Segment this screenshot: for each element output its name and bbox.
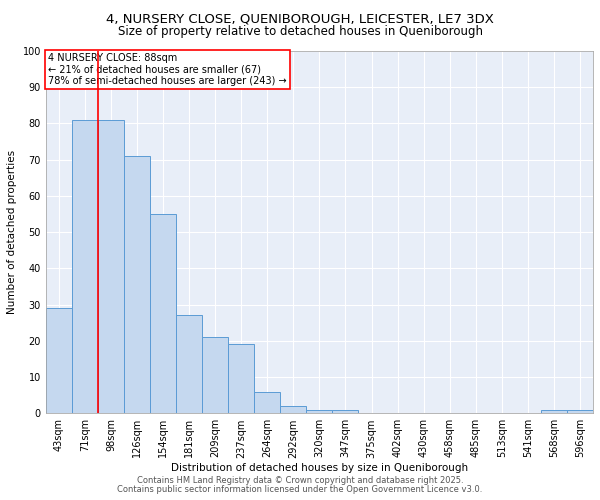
Bar [176,316,202,414]
Text: Size of property relative to detached houses in Queniborough: Size of property relative to detached ho… [118,25,482,38]
Bar [150,214,176,414]
Bar [98,120,124,414]
Text: Contains HM Land Registry data © Crown copyright and database right 2025.: Contains HM Land Registry data © Crown c… [137,476,463,485]
Text: 4, NURSERY CLOSE, QUENIBOROUGH, LEICESTER, LE7 3DX: 4, NURSERY CLOSE, QUENIBOROUGH, LEICESTE… [106,12,494,26]
Bar [202,337,228,413]
Bar [228,344,254,414]
Text: Contains public sector information licensed under the Open Government Licence v3: Contains public sector information licen… [118,485,482,494]
Bar [254,392,280,413]
Bar [567,410,593,414]
Bar [307,410,332,414]
Y-axis label: Number of detached properties: Number of detached properties [7,150,17,314]
Bar [541,410,567,414]
Text: 4 NURSERY CLOSE: 88sqm
← 21% of detached houses are smaller (67)
78% of semi-det: 4 NURSERY CLOSE: 88sqm ← 21% of detached… [49,53,287,86]
Bar [280,406,307,413]
Bar [332,410,358,414]
Bar [124,156,150,413]
Bar [46,308,72,414]
Bar [72,120,98,414]
X-axis label: Distribution of detached houses by size in Queniborough: Distribution of detached houses by size … [171,463,468,473]
